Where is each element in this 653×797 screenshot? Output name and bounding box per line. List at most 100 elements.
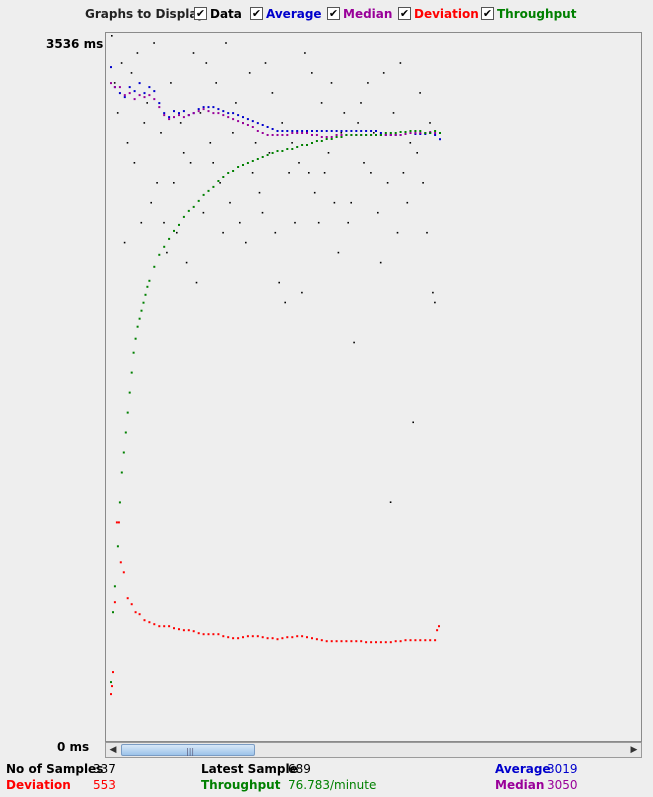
throughput-point <box>261 156 264 158</box>
deviation-point <box>227 636 230 639</box>
median-point <box>143 96 146 99</box>
scroll-grip-icon: ||| <box>186 747 195 756</box>
deviation-point <box>434 639 437 642</box>
median-point <box>237 120 240 123</box>
throughput-point <box>217 180 220 182</box>
average-point <box>182 110 185 113</box>
deviation-point <box>276 638 279 641</box>
median-point <box>320 136 323 138</box>
data-point <box>340 132 343 134</box>
data-point <box>205 62 208 64</box>
median-point <box>148 94 151 97</box>
median-point <box>384 134 387 136</box>
data-point <box>146 102 148 104</box>
throughput-point <box>182 215 185 218</box>
median-point <box>133 98 136 101</box>
series-throughput <box>110 130 441 684</box>
scroll-thumb[interactable]: ||| <box>121 744 255 756</box>
throughput-point <box>320 140 323 142</box>
average-point <box>350 130 353 132</box>
scroll-right-icon[interactable]: ▶ <box>630 745 638 755</box>
data-point <box>426 231 428 234</box>
average-point <box>379 132 382 134</box>
median-point <box>118 86 121 89</box>
data-point <box>301 291 303 294</box>
median-point <box>286 134 289 136</box>
throughput-point <box>187 209 190 212</box>
data-point <box>166 251 168 254</box>
average-point <box>212 106 215 109</box>
throughput-point <box>132 351 135 354</box>
deviation-point <box>365 641 368 644</box>
data-point <box>111 35 113 37</box>
data-point <box>399 62 402 64</box>
average-point <box>173 110 175 113</box>
deviation-point <box>237 637 240 640</box>
series-median <box>110 82 441 138</box>
data-point <box>419 92 421 94</box>
deviation-point <box>148 621 151 624</box>
average-point <box>311 130 313 132</box>
average-point <box>153 90 156 93</box>
data-point <box>298 162 300 164</box>
deviation-point <box>246 635 249 638</box>
throughput-point <box>291 148 294 150</box>
data-point <box>153 42 155 44</box>
median-point <box>340 134 343 136</box>
throughput-point <box>276 150 279 152</box>
y-axis-max-label: 3536 ms <box>46 37 104 51</box>
throughput-checkbox[interactable]: ✔ <box>481 7 494 20</box>
average-point <box>335 130 338 132</box>
median-point <box>242 122 244 125</box>
median-point <box>335 134 338 136</box>
deviation-checkbox[interactable]: ✔ <box>398 7 411 20</box>
average-point <box>276 130 279 132</box>
throughput-point <box>350 134 353 136</box>
data-point <box>133 162 136 164</box>
deviation-point <box>419 639 422 642</box>
throughput-point <box>153 265 156 268</box>
data-point <box>156 182 158 184</box>
deviation-point <box>261 636 264 639</box>
average-point <box>207 106 210 109</box>
deviation-point <box>320 639 323 642</box>
average-point <box>217 108 220 111</box>
data-point <box>343 112 346 114</box>
deviation-point <box>117 521 120 524</box>
throughput-point <box>315 140 318 142</box>
throughput-point <box>256 158 259 160</box>
data-point <box>209 142 212 144</box>
deviation-point <box>207 633 210 636</box>
data-point <box>337 251 340 254</box>
deviation-point <box>168 625 171 628</box>
throughput-point <box>404 131 407 133</box>
deviation-point <box>217 633 220 636</box>
median-checkbox[interactable]: ✔ <box>327 7 340 20</box>
median-point <box>419 132 422 134</box>
data-point <box>271 92 274 94</box>
average-checkbox[interactable]: ✔ <box>250 7 263 20</box>
deviation-point <box>134 611 137 614</box>
median-point <box>168 118 171 121</box>
data-point <box>422 182 424 184</box>
data-point <box>229 201 231 204</box>
data-point <box>294 221 296 224</box>
average-point <box>320 130 323 132</box>
data-point <box>189 162 192 164</box>
data-point <box>389 501 392 503</box>
throughput-point <box>168 237 171 240</box>
throughput-point <box>134 337 137 340</box>
horizontal-scrollbar[interactable]: ◀ ||| ▶ <box>105 742 642 758</box>
average-point <box>237 114 240 117</box>
data-point <box>248 72 251 74</box>
deviation-point <box>266 637 269 640</box>
throughput-point <box>113 585 116 588</box>
throughput-point <box>424 132 427 134</box>
throughput-point <box>394 132 397 134</box>
deviation-point <box>163 625 166 628</box>
data-point <box>373 132 375 134</box>
data-checkbox[interactable]: ✔ <box>194 7 207 20</box>
throughput-point <box>144 293 147 296</box>
scroll-left-icon[interactable]: ◀ <box>109 745 117 755</box>
deviation-point <box>379 641 382 644</box>
